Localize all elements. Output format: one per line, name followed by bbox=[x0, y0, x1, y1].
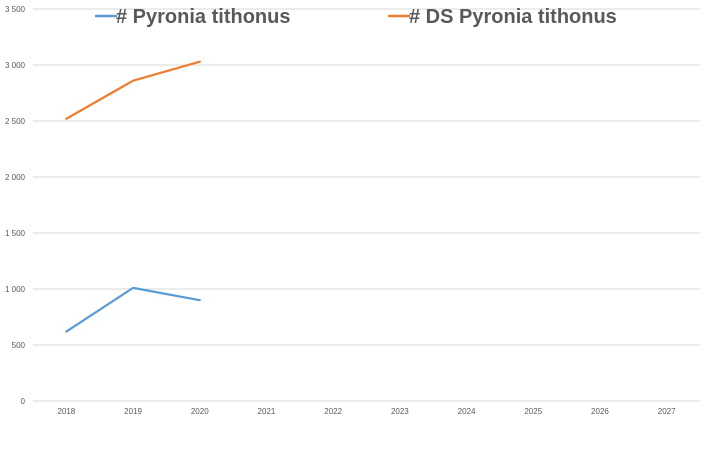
legend-label-2: # DS Pyronia tithonus bbox=[409, 6, 617, 28]
series-lines bbox=[65, 60, 201, 333]
y-axis-labels: 0 500 1 000 1 500 2 000 2 500 3 000 3 500 bbox=[5, 5, 26, 406]
x-tick-label: 2026 bbox=[591, 407, 609, 416]
x-axis-labels: 2018 2019 2020 2021 2022 2023 2024 2025 2026 2027 bbox=[57, 407, 676, 416]
x-tick-label: 2025 bbox=[524, 407, 542, 416]
y-tick-label: 2 500 bbox=[5, 117, 26, 126]
legend: # Pyronia tithonus # DS Pyronia tithonus bbox=[95, 6, 617, 28]
y-tick-label: 1 500 bbox=[5, 229, 26, 238]
gridlines bbox=[33, 8, 700, 402]
y-tick-label: 500 bbox=[12, 341, 26, 350]
x-tick-label: 2018 bbox=[57, 407, 75, 416]
series-line-2 bbox=[65, 60, 201, 120]
x-tick-label: 2020 bbox=[191, 407, 209, 416]
x-tick-label: 2024 bbox=[458, 407, 476, 416]
y-tick-label: 1 000 bbox=[5, 285, 26, 294]
y-tick-label: 3 000 bbox=[5, 61, 26, 70]
x-tick-label: 2021 bbox=[258, 407, 276, 416]
y-tick-label: 2 000 bbox=[5, 173, 26, 182]
y-tick-label: 3 500 bbox=[5, 5, 26, 14]
y-tick-label: 0 bbox=[21, 397, 26, 406]
x-tick-label: 2022 bbox=[324, 407, 342, 416]
x-tick-label: 2019 bbox=[124, 407, 142, 416]
x-tick-label: 2023 bbox=[391, 407, 409, 416]
legend-label-1: # Pyronia tithonus bbox=[116, 6, 290, 28]
x-tick-label: 2027 bbox=[658, 407, 676, 416]
series-line-1 bbox=[65, 286, 201, 333]
